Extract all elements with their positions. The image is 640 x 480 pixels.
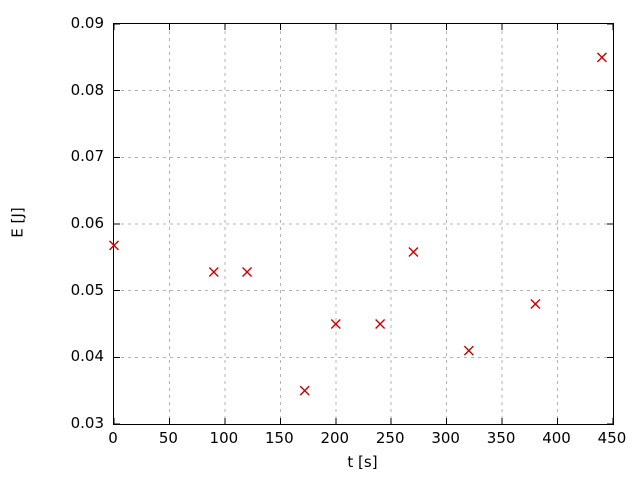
- data-point: [330, 319, 341, 329]
- grid-lines: [113, 23, 614, 425]
- data-point: [596, 52, 607, 63]
- x-axis-tick-label: 350: [486, 429, 516, 447]
- data-point: [408, 247, 419, 257]
- plot-area: [109, 23, 614, 425]
- y-axis-tick-label: 0.03: [70, 414, 104, 432]
- data-point: [208, 267, 219, 277]
- x-axis-tick-label: 150: [265, 429, 294, 447]
- data-point: [299, 385, 310, 396]
- y-axis-tick-label: 0.04: [70, 347, 104, 366]
- y-axis-tick-label: 0.09: [70, 14, 104, 32]
- x-axis-tick-label: 300: [431, 429, 460, 447]
- data-points-layer: [109, 52, 607, 396]
- x-axis-title: t [s]: [347, 453, 378, 471]
- data-point: [530, 299, 541, 309]
- x-axis-tick-label: 450: [597, 429, 627, 447]
- data-point: [109, 240, 119, 251]
- y-axis-tick-label: 0.06: [70, 214, 104, 232]
- data-point: [463, 345, 474, 356]
- y-axis-tick-label: 0.08: [70, 80, 104, 99]
- x-axis-tick-label: 200: [320, 429, 350, 447]
- data-point: [242, 267, 253, 277]
- y-axis-tick-label: 0.05: [70, 280, 104, 299]
- y-axis-title: E [J]: [8, 207, 27, 238]
- x-axis-tick-label: 0: [108, 429, 118, 447]
- y-axis-tick-label: 0.07: [70, 147, 104, 166]
- data-point: [375, 319, 386, 329]
- x-axis-tick-label: 50: [158, 429, 178, 447]
- x-axis-tick-label: 400: [542, 429, 571, 447]
- x-axis-tick-label: 250: [375, 429, 405, 447]
- x-axis-tick-label: 100: [209, 429, 239, 447]
